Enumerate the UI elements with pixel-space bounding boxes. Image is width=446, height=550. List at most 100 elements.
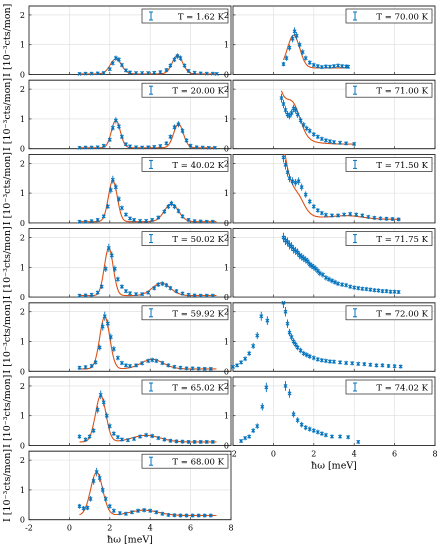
y-axis-label: I [10⁻³cts/mon] bbox=[2, 78, 13, 151]
point-marker bbox=[156, 282, 161, 287]
data-point bbox=[398, 364, 403, 369]
data-point bbox=[298, 117, 303, 124]
y-axis-label: I [10⁻³cts/mon] bbox=[2, 226, 13, 299]
point-marker bbox=[392, 364, 397, 369]
point-marker bbox=[293, 107, 298, 112]
data-point bbox=[287, 112, 292, 120]
point-marker bbox=[315, 134, 320, 139]
data-point bbox=[116, 57, 121, 63]
point-marker bbox=[77, 293, 82, 298]
data-point bbox=[198, 293, 203, 298]
data-point bbox=[239, 360, 244, 365]
data-point bbox=[315, 63, 320, 69]
data-point bbox=[307, 353, 312, 359]
data-point bbox=[196, 366, 201, 371]
axes-border bbox=[28, 5, 232, 75]
point-marker bbox=[368, 287, 373, 292]
data-point bbox=[97, 474, 102, 482]
point-marker bbox=[304, 352, 309, 357]
data-point bbox=[323, 274, 328, 281]
point-marker bbox=[297, 42, 302, 47]
point-marker bbox=[390, 217, 395, 222]
subplot-right-2: 0 1 2 T = 71.50 K bbox=[224, 153, 436, 228]
data-point bbox=[180, 439, 185, 444]
data-point bbox=[100, 486, 105, 494]
point-marker bbox=[164, 141, 169, 146]
point-marker bbox=[307, 427, 312, 432]
point-marker bbox=[154, 358, 159, 363]
data-point bbox=[168, 134, 173, 140]
point-marker bbox=[231, 364, 235, 369]
data-point bbox=[295, 248, 300, 257]
legend-box bbox=[141, 157, 229, 172]
point-marker bbox=[329, 278, 334, 283]
legend: T = 1.62 K bbox=[141, 8, 229, 24]
data-point bbox=[315, 207, 320, 213]
point-marker bbox=[169, 201, 174, 206]
point-marker bbox=[160, 360, 165, 365]
data-point bbox=[281, 61, 286, 67]
point-marker bbox=[138, 218, 143, 223]
data-point bbox=[146, 358, 151, 364]
point-marker bbox=[307, 128, 312, 133]
data-point bbox=[128, 363, 132, 368]
data-point bbox=[210, 71, 215, 76]
point-marker bbox=[176, 208, 181, 213]
data-point bbox=[247, 434, 252, 439]
y-tick-label: 1 bbox=[224, 263, 229, 272]
y-tick-label: 2 bbox=[224, 159, 229, 168]
y-tick-label: 2 bbox=[224, 85, 229, 94]
data-point bbox=[128, 291, 132, 296]
data-point bbox=[81, 506, 86, 511]
fit-line bbox=[79, 395, 217, 443]
point-marker bbox=[113, 118, 118, 123]
data-point bbox=[111, 431, 116, 436]
data-point bbox=[291, 410, 296, 418]
point-marker bbox=[362, 362, 367, 367]
y-tick-label: 0 bbox=[20, 367, 25, 376]
y-tick-label: 1 bbox=[20, 263, 25, 272]
point-marker bbox=[186, 68, 191, 73]
point-marker bbox=[97, 476, 102, 480]
point-marker bbox=[336, 213, 341, 218]
data-point bbox=[303, 55, 308, 61]
point-marker bbox=[307, 199, 312, 204]
data-point bbox=[104, 412, 109, 419]
y-tick-label: 0 bbox=[20, 145, 25, 154]
data-point bbox=[156, 215, 161, 220]
data-point bbox=[340, 282, 345, 288]
data-point bbox=[311, 428, 316, 434]
point-marker bbox=[162, 437, 167, 442]
point-marker bbox=[83, 145, 88, 150]
legend: T = 71.00 K bbox=[345, 82, 433, 98]
data-point bbox=[285, 167, 290, 177]
data-point bbox=[130, 510, 135, 515]
data-point bbox=[83, 219, 88, 224]
point-marker bbox=[160, 281, 165, 286]
y-tick-label: 2 bbox=[20, 11, 25, 20]
y-tick-label: 1 bbox=[224, 189, 229, 198]
point-marker bbox=[172, 125, 177, 130]
data-point bbox=[110, 175, 115, 184]
point-marker bbox=[117, 511, 122, 516]
data-point bbox=[287, 388, 292, 398]
data-point bbox=[392, 289, 397, 294]
data-point bbox=[150, 357, 155, 363]
point-marker bbox=[287, 330, 292, 335]
point-marker bbox=[290, 36, 295, 41]
point-marker bbox=[89, 292, 94, 297]
point-marker bbox=[89, 363, 94, 368]
point-marker bbox=[299, 422, 304, 427]
point-marker bbox=[346, 64, 351, 69]
data-point bbox=[160, 511, 165, 516]
data-point bbox=[344, 282, 349, 288]
data-point bbox=[336, 213, 341, 218]
subplot-left-2: 012 T = 40.02 KI [10⁻³cts/mon] bbox=[2, 152, 232, 228]
point-marker bbox=[289, 335, 294, 340]
data-point bbox=[112, 265, 117, 273]
point-marker bbox=[285, 170, 290, 175]
data-point bbox=[103, 265, 108, 273]
point-marker bbox=[101, 400, 106, 405]
data-point bbox=[83, 365, 88, 370]
x-tick-label: 4 bbox=[148, 524, 153, 533]
